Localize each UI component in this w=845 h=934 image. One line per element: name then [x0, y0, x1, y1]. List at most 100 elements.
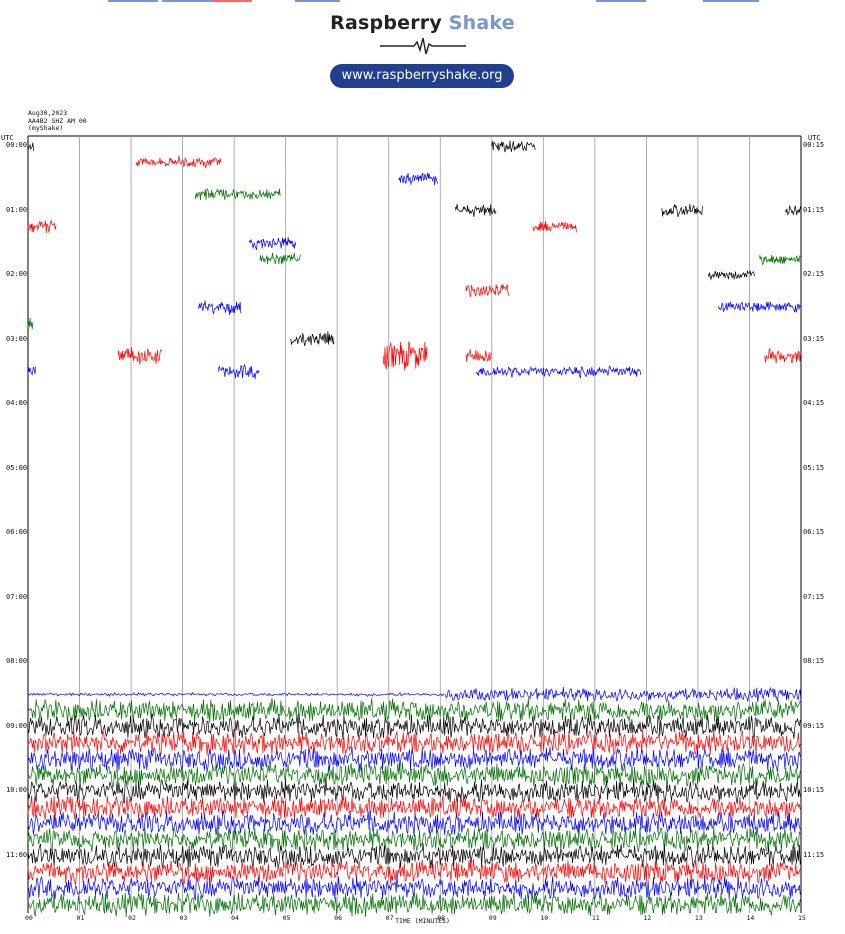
- seismic-burst: [117, 347, 162, 365]
- trace-row: [27, 843, 801, 869]
- trace-row: [27, 810, 801, 837]
- left-hour-label: 11:00: [6, 850, 28, 859]
- seismic-burst: [475, 365, 642, 379]
- trace-row: [27, 729, 801, 756]
- x-tick-label: 09: [488, 914, 497, 922]
- seismic-burst: [27, 142, 34, 151]
- right-hour-label: 01:15: [803, 205, 825, 214]
- x-tick-label: 06: [334, 914, 343, 922]
- left-axis-unit-label: UTC: [1, 134, 14, 142]
- left-hour-label: 03:00: [6, 334, 28, 343]
- header-accent-line: [596, 0, 646, 2]
- trace-row: [27, 858, 801, 886]
- seismic-burst: [290, 331, 335, 347]
- seismic-burst: [532, 221, 577, 233]
- brand-name-accent: Shake: [448, 12, 515, 34]
- seismic-burst: [27, 366, 37, 376]
- left-hour-label: 00:00: [6, 141, 28, 149]
- header-accent-line: [212, 0, 252, 2]
- x-tick-label: 08: [437, 914, 446, 922]
- seismic-burst: [197, 300, 242, 316]
- seismic-burst: [759, 255, 801, 266]
- right-hour-label: 05:15: [803, 463, 825, 472]
- trace-row: [27, 713, 801, 740]
- right-axis-unit-label: UTC: [808, 134, 821, 142]
- seismic-burst: [398, 172, 438, 186]
- left-hour-label: 08:00: [6, 657, 28, 666]
- right-hour-label: 08:15: [803, 657, 825, 666]
- right-hour-label: 04:15: [803, 399, 825, 408]
- seismic-burst: [491, 140, 536, 153]
- right-hour-label: 09:15: [803, 721, 825, 730]
- seismic-burst: [27, 219, 57, 234]
- trace-row: [27, 762, 801, 789]
- seismic-burst: [718, 301, 801, 313]
- header-accent-line: [108, 0, 158, 2]
- seismic-burst: [455, 204, 497, 217]
- right-hour-label: 02:15: [803, 270, 825, 279]
- left-hour-label: 05:00: [6, 463, 28, 472]
- right-hour-label: 03:15: [803, 334, 825, 343]
- website-url-badge[interactable]: www.raspberryshake.org: [330, 64, 514, 88]
- seismic-burst: [764, 347, 801, 364]
- right-hour-label: 07:15: [803, 592, 825, 601]
- left-hour-label: 01:00: [6, 205, 28, 214]
- seismic-burst: [465, 284, 510, 297]
- seismograph-logo-icon: [380, 37, 466, 55]
- x-tick-label: 00: [25, 914, 33, 922]
- trace-row: [27, 746, 801, 773]
- seismic-burst: [785, 205, 802, 216]
- header-accent-line: [162, 0, 212, 2]
- seismic-burst: [195, 187, 281, 201]
- x-tick-label: 05: [282, 914, 291, 922]
- station-metadata: Aug30,2023 AA4B2 SHZ AM 00 (myShake): [28, 109, 87, 133]
- left-hour-label: 10:00: [6, 786, 28, 795]
- seismic-burst: [135, 155, 222, 169]
- x-tick-label: 13: [694, 914, 703, 922]
- seismic-burst: [383, 341, 428, 371]
- trace-row: [27, 891, 801, 918]
- x-tick-label: 11: [591, 914, 600, 922]
- seismic-burst: [259, 252, 301, 265]
- trace-row: [27, 691, 445, 697]
- brand-logo: Raspberry Shake: [0, 12, 845, 34]
- right-hour-label: 11:15: [803, 850, 825, 859]
- x-tick-label: 03: [179, 914, 188, 922]
- header-accent-line: [295, 0, 340, 2]
- header: Raspberry Shake www.raspberryshake.org: [0, 0, 845, 100]
- trace-row: [27, 826, 801, 853]
- station-code: AA4B2 SHZ AM 00: [28, 116, 87, 125]
- x-axis-label: TIME (MINUTES): [395, 917, 450, 925]
- x-tick-label: 04: [231, 914, 239, 922]
- trace-row: [27, 697, 801, 724]
- left-hour-label: 07:00: [6, 592, 28, 601]
- right-hour-label: 06:15: [803, 528, 825, 537]
- left-hour-label: 09:00: [6, 721, 28, 730]
- data-source: (myShake): [28, 124, 64, 132]
- x-tick-label: 02: [128, 914, 136, 922]
- trace-row: [445, 686, 802, 704]
- right-hour-label: 00:15: [803, 141, 825, 149]
- x-tick-label: 15: [798, 914, 806, 922]
- x-tick-label: 14: [746, 914, 755, 922]
- x-tick-label: 10: [540, 914, 549, 922]
- seismic-burst: [218, 363, 260, 379]
- x-tick-label: 07: [385, 914, 394, 922]
- seismic-burst: [27, 317, 34, 330]
- x-tick-label: 01: [76, 914, 85, 922]
- left-hour-label: 06:00: [6, 528, 28, 537]
- seismic-burst: [465, 349, 492, 363]
- x-tick-label: 12: [643, 914, 652, 922]
- seismic-burst: [661, 203, 703, 218]
- left-hour-label: 02:00: [6, 270, 28, 279]
- brand-name: Raspberry: [330, 12, 442, 34]
- right-hour-label: 10:15: [803, 786, 825, 795]
- header-accent-line: [703, 0, 759, 2]
- seismic-burst: [249, 237, 297, 251]
- left-hour-label: 04:00: [6, 399, 28, 408]
- seismic-burst: [707, 270, 755, 281]
- trace-row: [27, 778, 801, 805]
- trace-row: [27, 794, 801, 821]
- trace-row: [27, 875, 801, 901]
